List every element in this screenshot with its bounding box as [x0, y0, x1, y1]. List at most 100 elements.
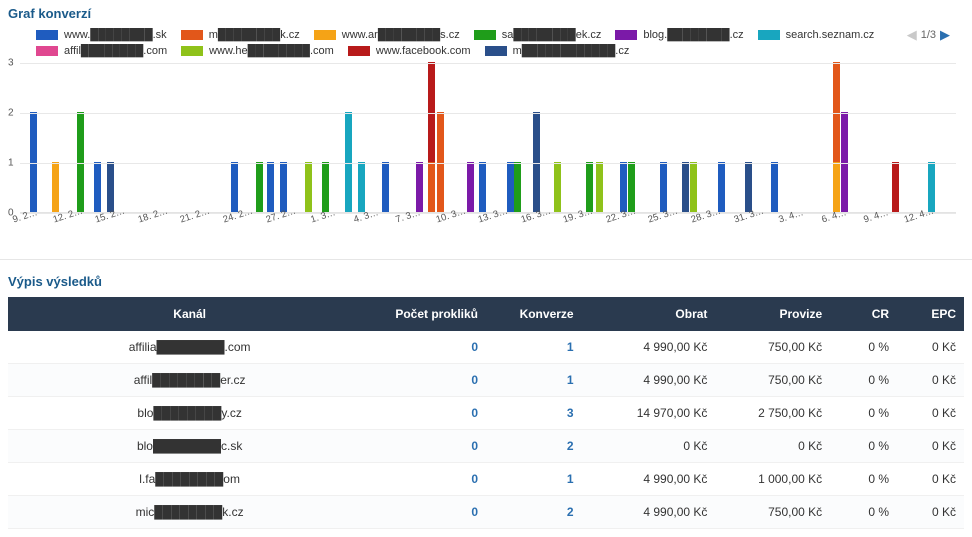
table-row: mic████████k.cz024 990,00 Kč750,00 Kč0 %…	[8, 496, 964, 529]
cell-cr: 0 %	[830, 397, 897, 430]
legend-item[interactable]: www.he████████.com	[181, 45, 334, 57]
bar[interactable]	[358, 63, 365, 212]
table-row: affilia████████.com014 990,00 Kč750,00 K…	[8, 331, 964, 364]
bar[interactable]	[345, 63, 352, 212]
bar[interactable]	[682, 63, 689, 212]
legend-item[interactable]: affil████████.com	[36, 45, 167, 57]
legend-item[interactable]: www.ar████████s.cz	[314, 29, 460, 41]
bar-segment	[690, 162, 697, 212]
cell-channel[interactable]: blo████████y.cz	[8, 397, 371, 430]
legend-item[interactable]: m████████k.cz	[181, 29, 300, 41]
pager-prev-icon[interactable]: ◀	[907, 27, 917, 43]
bar[interactable]	[628, 63, 635, 212]
cell-clicks[interactable]: 0	[371, 430, 486, 463]
bar[interactable]	[267, 63, 274, 212]
bar[interactable]	[52, 63, 59, 212]
bar[interactable]	[533, 63, 540, 212]
bar-segment	[267, 162, 274, 212]
bar[interactable]	[77, 63, 84, 212]
bar[interactable]	[428, 63, 435, 212]
bar[interactable]	[94, 63, 101, 212]
bar[interactable]	[437, 63, 444, 212]
bar[interactable]	[256, 63, 263, 212]
x-tick-label: 9. 2…	[12, 207, 40, 225]
cell-channel[interactable]: mic████████k.cz	[8, 496, 371, 529]
legend-item[interactable]: www.facebook.com	[348, 45, 471, 57]
bar[interactable]	[928, 63, 935, 212]
bar[interactable]	[596, 63, 603, 212]
bar[interactable]	[382, 63, 389, 212]
col-header-cr[interactable]: CR	[830, 297, 897, 331]
bar[interactable]	[554, 63, 561, 212]
pager-next-icon[interactable]: ▶	[940, 27, 950, 43]
bar[interactable]	[586, 63, 593, 212]
bar-segment	[416, 162, 423, 212]
bar[interactable]	[479, 63, 486, 212]
bar[interactable]	[322, 63, 329, 212]
legend-pager: ◀ 1/3 ▶	[907, 27, 950, 43]
cell-conversions[interactable]: 1	[486, 364, 582, 397]
bar[interactable]	[660, 63, 667, 212]
cell-epc: 0 Kč	[897, 397, 964, 430]
col-header-clicks[interactable]: Počet prokliků	[371, 297, 486, 331]
bar[interactable]	[771, 63, 778, 212]
bar-segment	[428, 62, 435, 162]
bar[interactable]	[416, 63, 423, 212]
bar-segment	[928, 162, 935, 212]
cell-conversions[interactable]: 1	[486, 331, 582, 364]
cell-channel[interactable]: blo████████c.sk	[8, 430, 371, 463]
col-header-conversions[interactable]: Konverze	[486, 297, 582, 331]
bar[interactable]	[107, 63, 114, 212]
bar[interactable]	[280, 63, 287, 212]
col-header-epc[interactable]: EPC	[897, 297, 964, 331]
bar[interactable]	[305, 63, 312, 212]
legend-item[interactable]: m████████████.cz	[485, 45, 630, 57]
y-tick-label: 1	[8, 158, 14, 169]
bar[interactable]	[833, 63, 840, 212]
col-header-commission[interactable]: Provize	[715, 297, 830, 331]
chart-container: www.████████.sk m████████k.cz www.ar██████…	[0, 25, 972, 255]
bar[interactable]	[467, 63, 474, 212]
legend-label: www.he████████.com	[209, 45, 334, 57]
bar-segment	[428, 162, 435, 212]
cell-channel[interactable]: l.fa████████om	[8, 463, 371, 496]
cell-clicks[interactable]: 0	[371, 496, 486, 529]
legend-item[interactable]: sa████████ek.cz	[474, 29, 602, 41]
cell-cr: 0 %	[830, 463, 897, 496]
legend-item[interactable]: search.seznam.cz	[758, 29, 875, 41]
cell-commission: 750,00 Kč	[715, 331, 830, 364]
legend-swatch	[181, 30, 203, 40]
cell-channel[interactable]: affilia████████.com	[8, 331, 371, 364]
cell-conversions[interactable]: 1	[486, 463, 582, 496]
bar[interactable]	[30, 63, 37, 212]
bar-segment	[382, 162, 389, 212]
bar[interactable]	[745, 63, 752, 212]
cell-commission: 750,00 Kč	[715, 496, 830, 529]
cell-clicks[interactable]: 0	[371, 331, 486, 364]
cell-conversions[interactable]: 3	[486, 397, 582, 430]
results-title: Výpis výsledků	[0, 268, 972, 293]
legend-item[interactable]: blog.████████.cz	[615, 29, 743, 41]
cell-conversions[interactable]: 2	[486, 496, 582, 529]
bar[interactable]	[514, 63, 521, 212]
cell-conversions[interactable]: 2	[486, 430, 582, 463]
bar-segment	[771, 162, 778, 212]
grid-line	[20, 63, 956, 64]
bar[interactable]	[620, 63, 627, 212]
bar[interactable]	[690, 63, 697, 212]
col-header-channel[interactable]: Kanál	[8, 297, 371, 331]
cell-cr: 0 %	[830, 331, 897, 364]
cell-clicks[interactable]: 0	[371, 463, 486, 496]
bar[interactable]	[718, 63, 725, 212]
bar[interactable]	[892, 63, 899, 212]
grid-line	[20, 163, 956, 164]
chart-x-axis: 9. 2…12. 2…15. 2…18. 2…21. 2…24. 2…27. 2…	[20, 213, 956, 235]
cell-clicks[interactable]: 0	[371, 364, 486, 397]
cell-clicks[interactable]: 0	[371, 397, 486, 430]
bar[interactable]	[841, 63, 848, 212]
bar-segment	[256, 162, 263, 212]
bar[interactable]	[231, 63, 238, 212]
col-header-turnover[interactable]: Obrat	[582, 297, 716, 331]
legend-item[interactable]: www.████████.sk	[36, 29, 167, 41]
cell-channel[interactable]: affil████████er.cz	[8, 364, 371, 397]
